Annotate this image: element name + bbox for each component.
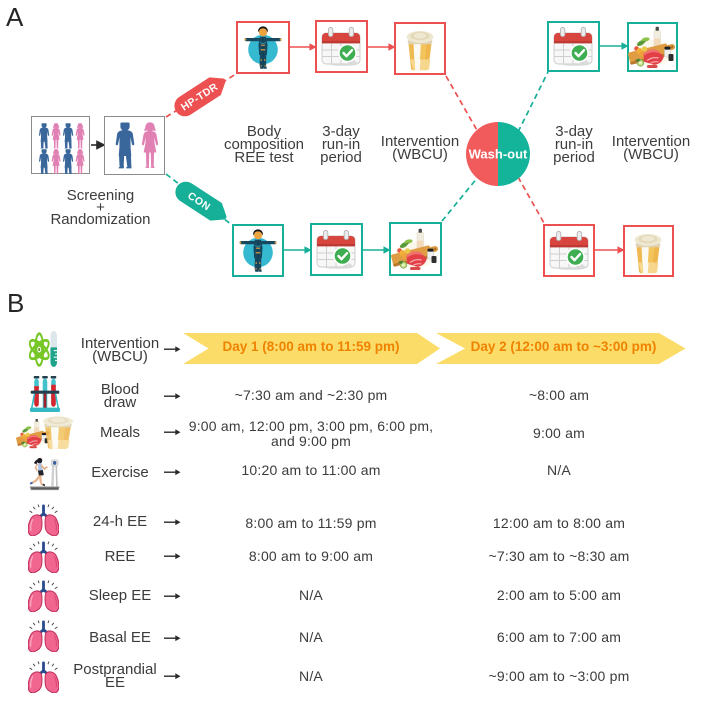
svg-text:Day 1 (8:00 am to 11:59 pm): Day 1 (8:00 am to 11:59 pm) <box>222 339 399 354</box>
svg-text:Wash-out: Wash-out <box>469 147 528 162</box>
svg-text:Day 2 (12:00 am to ~3:00 pm): Day 2 (12:00 am to ~3:00 pm) <box>471 339 657 354</box>
